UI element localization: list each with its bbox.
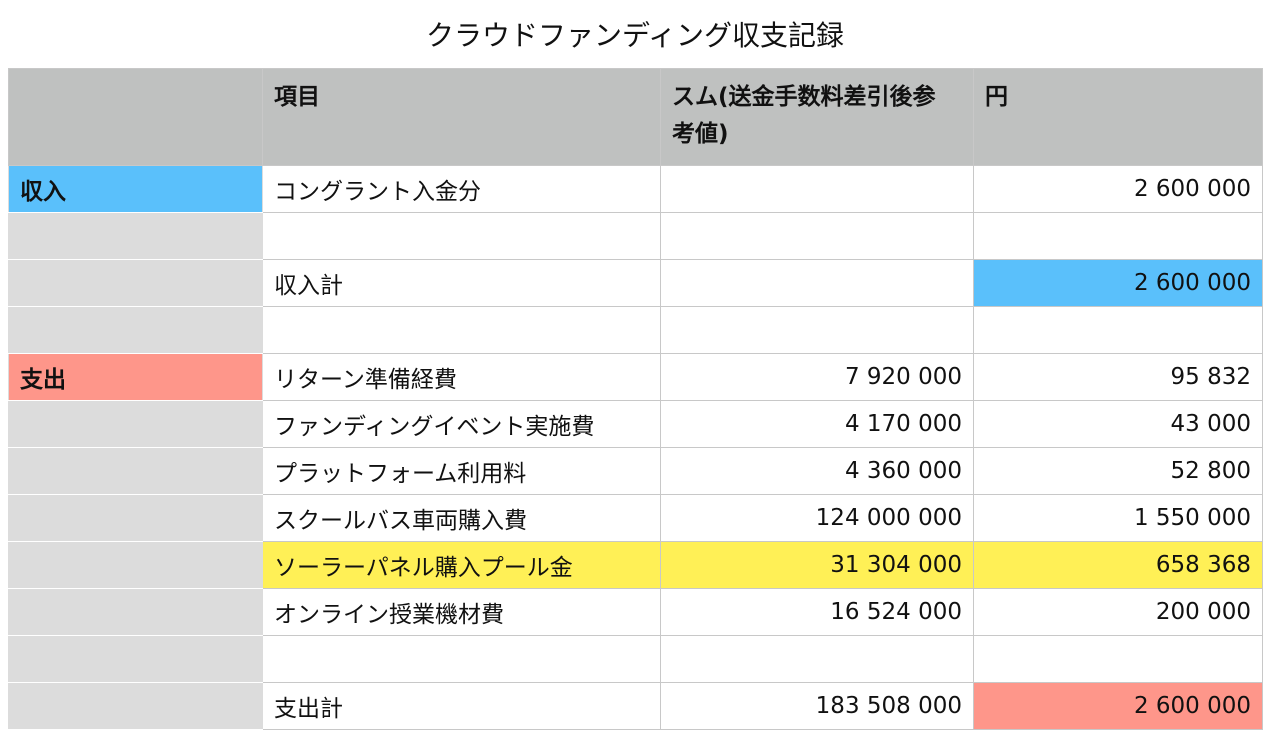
cell-yen[interactable]	[973, 212, 1263, 260]
table-row: 支出 リターン準備経費 7 920 000 95 832	[8, 353, 1263, 401]
cell-sum[interactable]: 124 000 000	[660, 494, 974, 542]
cell-sum[interactable]	[660, 212, 974, 260]
cell-item[interactable]: スクールバス車両購入費	[262, 494, 661, 542]
cell-category[interactable]	[8, 400, 263, 448]
cell-category[interactable]	[8, 212, 263, 260]
table-row: 支出計 183 508 000 2 600 000	[8, 682, 1263, 730]
cell-yen[interactable]: 2 600 000	[973, 259, 1263, 307]
table-row	[8, 212, 1263, 260]
header-category	[8, 68, 263, 166]
table-row: スクールバス車両購入費 124 000 000 1 550 000	[8, 494, 1263, 542]
header-sum: スム(送金手数料差引後参考値)	[660, 68, 974, 166]
budget-table: 項目 スム(送金手数料差引後参考値) 円 収入 コングラント入金分 2 600 00…	[8, 68, 1263, 730]
cell-yen[interactable]: 2 600 000	[973, 165, 1263, 213]
cell-yen[interactable]: 658 368	[973, 541, 1263, 589]
cell-item[interactable]: 支出計	[262, 682, 661, 730]
table-row: 収入 コングラント入金分 2 600 000	[8, 165, 1263, 213]
header-row: 項目 スム(送金手数料差引後参考値) 円	[8, 68, 1263, 166]
cell-sum[interactable]: 7 920 000	[660, 353, 974, 401]
cell-sum[interactable]	[660, 306, 974, 354]
cell-item[interactable]: ファンディングイベント実施費	[262, 400, 661, 448]
cell-item[interactable]: リターン準備経費	[262, 353, 661, 401]
table-row: オンライン授業機材費 16 524 000 200 000	[8, 588, 1263, 636]
cell-category[interactable]: 支出	[8, 353, 263, 401]
cell-category[interactable]	[8, 588, 263, 636]
cell-yen[interactable]	[973, 306, 1263, 354]
cell-item[interactable]: コングラント入金分	[262, 165, 661, 213]
table-row: プラットフォーム利用料 4 360 000 52 800	[8, 447, 1263, 495]
cell-sum[interactable]: 4 360 000	[660, 447, 974, 495]
cell-item[interactable]: オンライン授業機材費	[262, 588, 661, 636]
cell-item[interactable]: 収入計	[262, 259, 661, 307]
cell-yen[interactable]: 2 600 000	[973, 682, 1263, 730]
cell-category[interactable]	[8, 447, 263, 495]
cell-sum[interactable]: 16 524 000	[660, 588, 974, 636]
cell-category[interactable]	[8, 259, 263, 307]
cell-item[interactable]	[262, 212, 661, 260]
cell-yen[interactable]: 1 550 000	[973, 494, 1263, 542]
cell-category[interactable]	[8, 682, 263, 730]
table-row: ソーラーパネル購入プール金 31 304 000 658 368	[8, 541, 1263, 589]
cell-category[interactable]	[8, 541, 263, 589]
cell-yen[interactable]: 52 800	[973, 447, 1263, 495]
cell-sum[interactable]: 183 508 000	[660, 682, 974, 730]
cell-item[interactable]: ソーラーパネル購入プール金	[262, 541, 661, 589]
cell-category[interactable]	[8, 494, 263, 542]
cell-category[interactable]	[8, 635, 263, 683]
cell-yen[interactable]: 95 832	[973, 353, 1263, 401]
cell-sum[interactable]: 31 304 000	[660, 541, 974, 589]
cell-yen[interactable]	[973, 635, 1263, 683]
cell-yen[interactable]: 43 000	[973, 400, 1263, 448]
cell-sum[interactable]: 4 170 000	[660, 400, 974, 448]
table-row: 収入計 2 600 000	[8, 259, 1263, 307]
cell-sum[interactable]	[660, 635, 974, 683]
cell-item[interactable]	[262, 306, 661, 354]
table-row: ファンディングイベント実施費 4 170 000 43 000	[8, 400, 1263, 448]
table-row	[8, 306, 1263, 354]
cell-sum[interactable]	[660, 259, 974, 307]
header-item: 項目	[262, 68, 661, 166]
cell-item[interactable]	[262, 635, 661, 683]
table-row	[8, 635, 1263, 683]
cell-yen[interactable]: 200 000	[973, 588, 1263, 636]
page-title: クラウドファンディング収支記録	[425, 19, 845, 52]
cell-item[interactable]: プラットフォーム利用料	[262, 447, 661, 495]
cell-category[interactable]	[8, 306, 263, 354]
header-yen: 円	[973, 68, 1263, 166]
cell-sum[interactable]	[660, 165, 974, 213]
cell-category[interactable]: 収入	[8, 165, 263, 213]
